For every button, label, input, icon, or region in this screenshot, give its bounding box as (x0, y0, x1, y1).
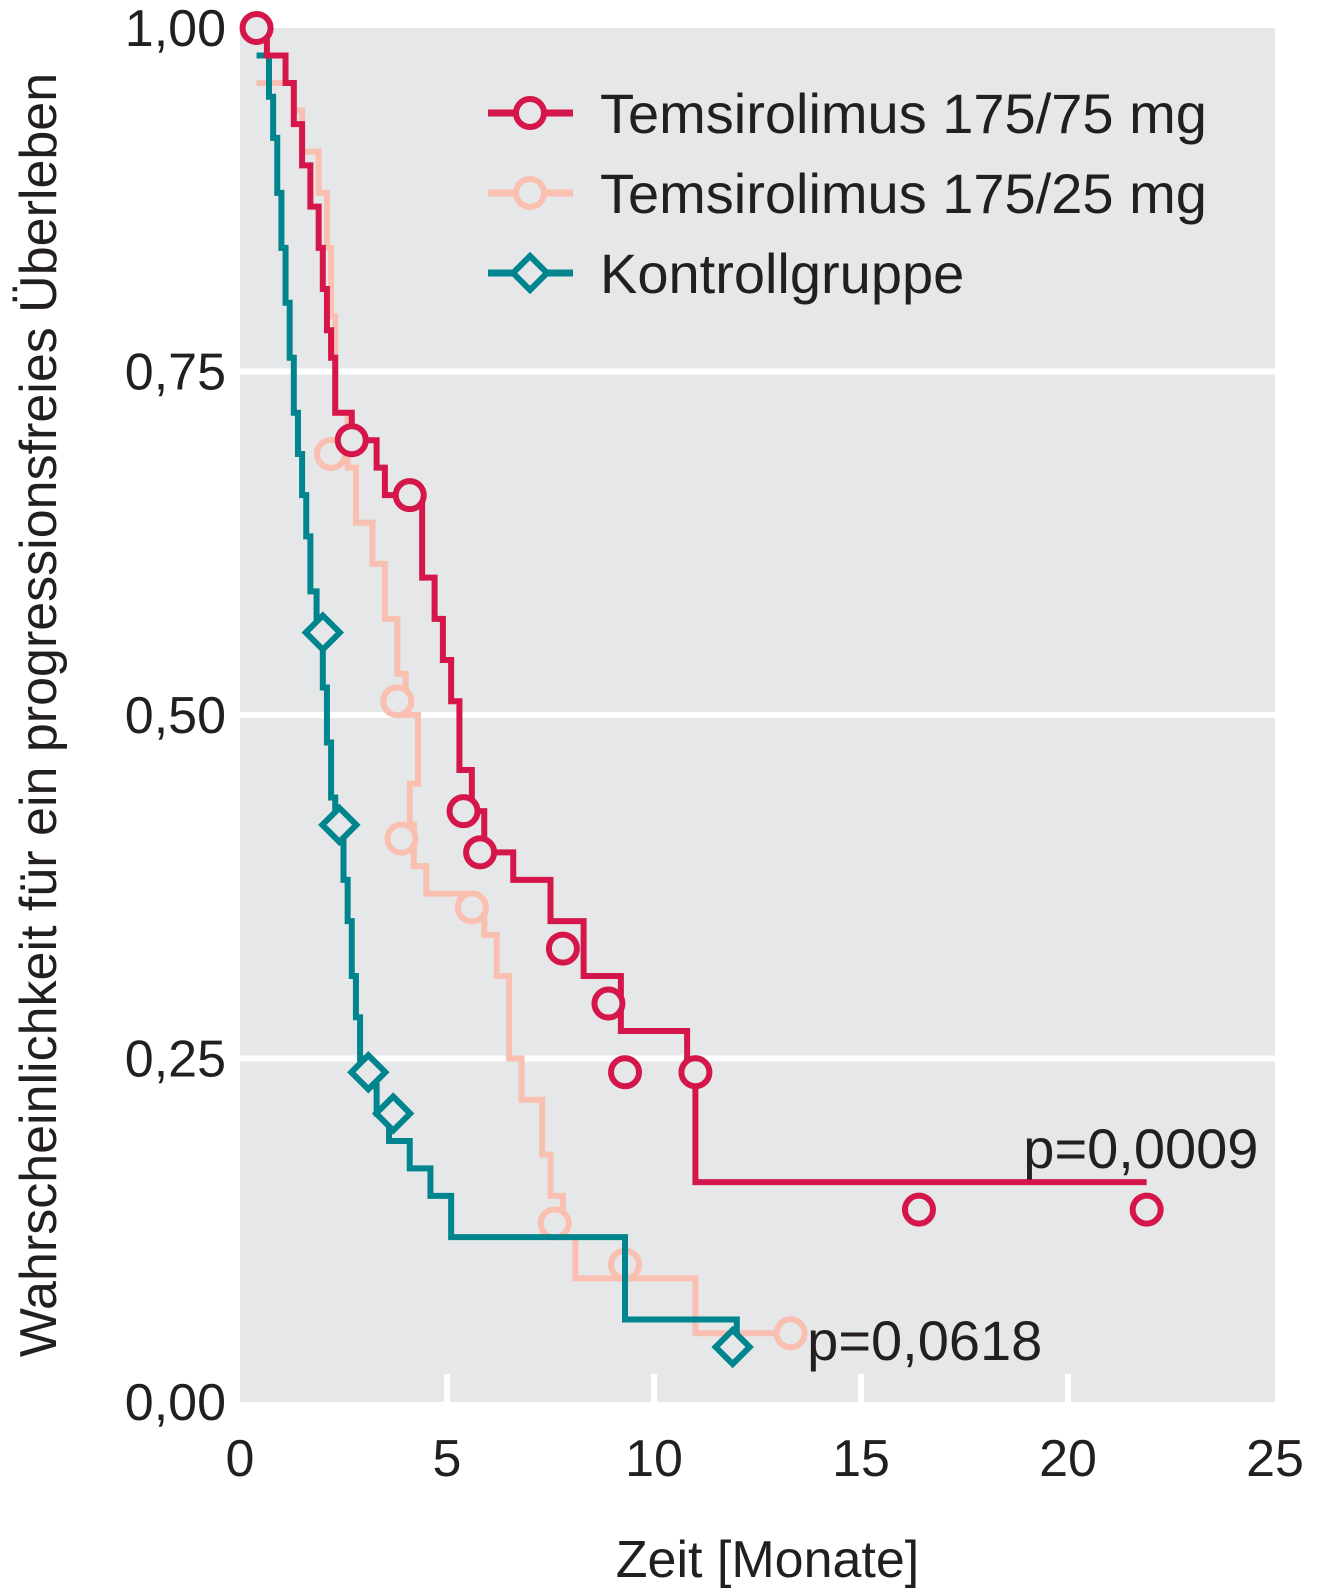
x-tick-label: 15 (832, 1430, 890, 1488)
censor-marker (334, 423, 369, 458)
km-step-line (256, 79, 791, 1337)
y-tick-label: 0,25 (125, 1031, 226, 1089)
censor-marker (454, 890, 489, 925)
legend-item: Kontrollgruppe (488, 242, 964, 305)
legend-marker (508, 251, 552, 295)
y-tick-label: 0,00 (125, 1374, 226, 1432)
censor-marker (901, 1192, 936, 1227)
censor-marker (318, 803, 361, 847)
axes: 0,00 0,25 0,50 0,75 1,00 0 5 10 15 20 25 Zeit [Mona… (10, 0, 1304, 1589)
legend-marker (513, 176, 547, 210)
censor-marker (392, 478, 427, 513)
censor-marker (371, 1092, 415, 1135)
legend-item: Temsirolimus 175/25 mg (488, 162, 1207, 225)
y-tick-label: 1,00 (125, 0, 226, 58)
censor-marker (711, 1325, 754, 1369)
legend-item: Temsirolimus 175/75 mg (488, 82, 1207, 145)
censor-marker (1129, 1192, 1164, 1227)
censor-marker (301, 611, 345, 654)
legend: Temsirolimus 175/75 mg Temsirolimus 175/2… (488, 82, 1207, 305)
x-tick-label: 25 (1246, 1430, 1304, 1488)
y-tick-label: 0,75 (125, 344, 226, 402)
km-step-line (256, 52, 740, 1348)
censor-marker (380, 684, 415, 719)
series-0 (239, 11, 1164, 1227)
p-value-annotation: p=0,0618 (807, 1309, 1042, 1372)
censor-marker (608, 1055, 643, 1090)
censor-marker (239, 11, 274, 45)
censor-marker (773, 1316, 808, 1351)
y-axis-label: Wahrscheinlichkeit für ein progressionsf… (10, 73, 68, 1357)
censor-marker (591, 986, 626, 1021)
censor-marker (463, 835, 498, 870)
censor-marker (678, 1055, 713, 1090)
series-group (239, 11, 1164, 1369)
legend-label: Temsirolimus 175/75 mg (600, 82, 1207, 145)
x-axis-label: Zeit [Monate] (616, 1531, 919, 1589)
y-tick-label: 0,50 (125, 687, 226, 745)
censor-marker (537, 1206, 572, 1241)
x-tick-label: 5 (433, 1430, 462, 1488)
censor-marker (384, 821, 419, 856)
x-tick-label: 20 (1039, 1430, 1097, 1488)
censor-marker (446, 794, 481, 829)
series-1 (256, 79, 808, 1351)
x-tick-label: 10 (625, 1430, 683, 1488)
legend-label: Kontrollgruppe (600, 242, 964, 305)
series-2 (256, 52, 754, 1369)
annotations: p=0,0009 p=0,0618 (807, 1117, 1258, 1372)
legend-marker (513, 96, 547, 130)
legend-label: Temsirolimus 175/25 mg (600, 162, 1207, 225)
x-tick-label: 0 (226, 1430, 255, 1488)
censor-marker (545, 931, 580, 966)
censor-marker (347, 1050, 390, 1094)
p-value-annotation: p=0,0009 (1023, 1117, 1258, 1180)
